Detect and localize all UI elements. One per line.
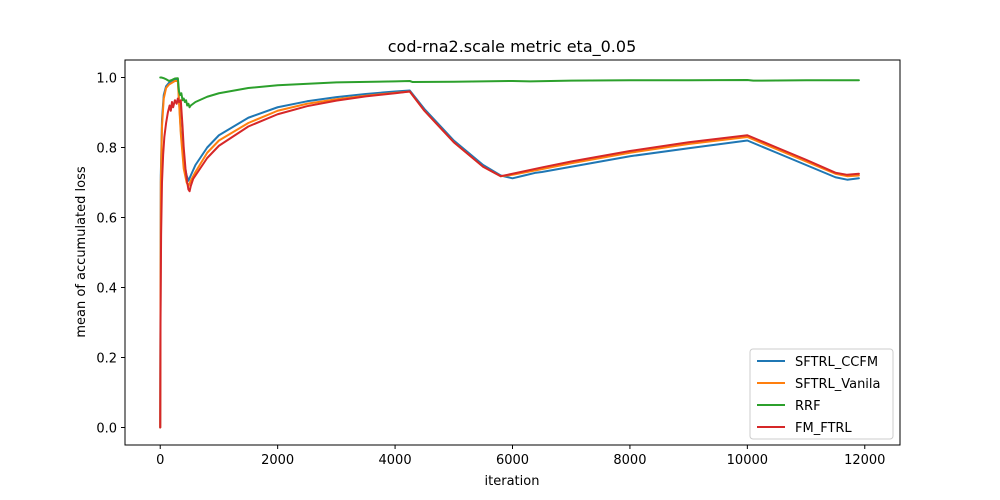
y-tick-label: 0.0 xyxy=(96,422,117,437)
series-line-sftrl-ccfm xyxy=(159,78,860,429)
plot-area: 0 2000 4000 6000 8000 10000 12000 0.0 0.2 0.4 0.6… xyxy=(96,59,901,468)
x-tick-label: 4000 xyxy=(379,453,412,468)
x-tick-label: 6000 xyxy=(496,453,529,468)
x-axis-label: iteration xyxy=(485,474,540,489)
y-axis-ticks: 0.0 0.2 0.4 0.6 0.8 1.0 xyxy=(96,72,125,437)
legend-items: SFTRL_CCFM SFTRL_Vanila RRF FM_FTRL xyxy=(757,355,881,436)
x-tick-label: 0 xyxy=(156,453,164,468)
series-layer xyxy=(159,76,860,429)
y-axis-label: mean of accumulated loss xyxy=(74,166,89,337)
chart-title: cod-rna2.scale metric eta_0.05 xyxy=(388,37,637,57)
legend: SFTRL_CCFM SFTRL_Vanila RRF FM_FTRL xyxy=(749,348,894,440)
x-tick-label: 12000 xyxy=(844,453,885,468)
series-line-sftrl-vanila xyxy=(159,80,860,429)
legend-label: SFTRL_CCFM xyxy=(795,355,878,370)
legend-box xyxy=(749,348,894,440)
legend-label: FM_FTRL xyxy=(795,421,852,436)
x-tick-label: 10000 xyxy=(727,453,768,468)
series-line-fm-ftrl xyxy=(159,90,860,429)
y-tick-label: 0.2 xyxy=(96,352,117,367)
y-tick-label: 0.6 xyxy=(96,212,117,227)
x-tick-label: 2000 xyxy=(261,453,294,468)
x-tick-label: 8000 xyxy=(613,453,646,468)
legend-label: SFTRL_Vanila xyxy=(795,377,881,392)
y-tick-label: 0.8 xyxy=(96,142,117,157)
y-tick-label: 1.0 xyxy=(96,72,117,87)
x-axis-ticks: 0 2000 4000 6000 8000 10000 12000 xyxy=(156,445,885,468)
series-line-rrf xyxy=(159,76,860,109)
y-tick-label: 0.4 xyxy=(96,282,117,297)
legend-label: RRF xyxy=(795,399,821,414)
